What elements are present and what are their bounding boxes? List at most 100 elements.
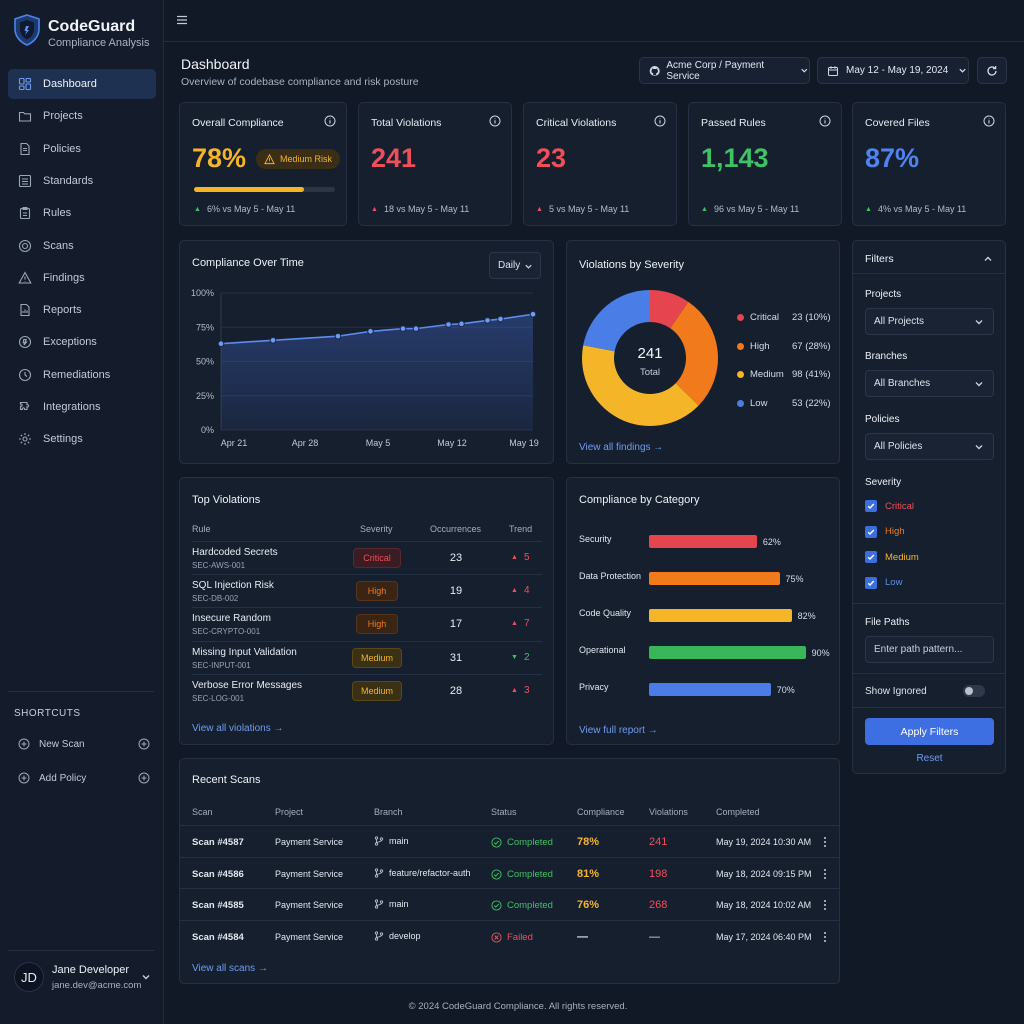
chevron-up-icon[interactable] — [983, 254, 993, 264]
info-icon[interactable] — [654, 115, 666, 127]
rule-name[interactable]: Missing Input Validation — [192, 646, 297, 658]
projects-select[interactable]: All Projects — [865, 308, 994, 335]
add-icon[interactable] — [138, 772, 150, 784]
shortcut-new-scan[interactable]: New Scan — [18, 734, 150, 754]
menu-icon[interactable] — [176, 14, 188, 26]
more-options-icon[interactable] — [823, 836, 827, 848]
history-icon — [18, 368, 32, 381]
info-icon[interactable] — [819, 115, 831, 127]
data-point[interactable] — [412, 325, 420, 332]
data-point[interactable] — [484, 317, 491, 324]
divider — [853, 273, 1006, 274]
category-bar[interactable] — [649, 646, 806, 659]
sidebar-item-settings[interactable]: Settings — [8, 424, 156, 454]
category-label: Data Protection — [579, 571, 642, 581]
sidebar-item-integrations[interactable]: Integrations — [8, 392, 156, 422]
checkbox[interactable] — [865, 500, 877, 512]
chevron-down-icon[interactable] — [141, 972, 151, 982]
donut-slice-low[interactable] — [583, 290, 650, 352]
info-icon[interactable] — [324, 115, 336, 127]
category-value: 90% — [811, 648, 830, 658]
path-pattern-input[interactable]: Enter path pattern... — [865, 636, 994, 663]
data-point[interactable] — [334, 332, 342, 340]
kpi-value: 241 — [371, 143, 417, 173]
rule-name[interactable]: SQL Injection Risk — [192, 580, 274, 592]
kpi-card-covered-files: Covered Files 87% ▲ 4% vs May 5 - May 11 — [852, 102, 1006, 226]
view-all-violations-link[interactable]: View all violations → — [192, 723, 284, 734]
shield-icon — [18, 336, 32, 349]
sidebar-item-standards[interactable]: Standards — [8, 166, 156, 196]
data-point[interactable] — [399, 325, 407, 332]
category-bar[interactable] — [649, 572, 780, 585]
branch-name: develop — [389, 930, 421, 941]
info-icon[interactable] — [489, 115, 501, 127]
sidebar-item-policies[interactable]: Policies — [8, 134, 156, 164]
severity-checkbox-low[interactable]: Low — [865, 576, 902, 589]
rule-id: SEC-CRYPTO-001 — [192, 627, 261, 637]
info-icon[interactable] — [983, 115, 995, 127]
scan-compliance: — — [577, 930, 588, 943]
checkbox[interactable] — [865, 525, 877, 538]
sidebar-item-projects[interactable]: Projects — [8, 101, 156, 131]
severity-checkbox-critical[interactable]: Critical — [865, 500, 914, 512]
donut-slice-high[interactable] — [670, 301, 718, 406]
checkbox[interactable] — [865, 576, 877, 589]
trend: ▲ 3 — [511, 685, 530, 696]
user-name: Jane Developer — [52, 964, 130, 976]
donut-slice-medium[interactable] — [582, 345, 699, 426]
data-point[interactable] — [445, 321, 452, 328]
repo-selector[interactable]: Acme Corp / Payment Service — [639, 57, 810, 84]
report-icon — [20, 304, 30, 317]
data-point[interactable] — [529, 310, 537, 318]
reset-button[interactable]: Reset — [916, 753, 943, 764]
refresh-button[interactable] — [977, 57, 1007, 84]
sidebar-item-scans[interactable]: Scans — [8, 231, 156, 261]
avatar[interactable]: JD — [14, 962, 44, 992]
rule-name[interactable]: Hardcoded Secrets — [192, 547, 278, 558]
chevron-down-icon — [801, 68, 808, 73]
view-all-scans-link[interactable]: View all scans → — [192, 963, 268, 974]
data-point[interactable] — [458, 320, 465, 328]
check-circle-icon — [491, 837, 502, 848]
apply-filters-button[interactable]: Apply Filters — [865, 718, 994, 745]
sidebar-item-exceptions[interactable]: Exceptions — [8, 327, 156, 357]
view-full-report-link[interactable]: View full report → — [579, 725, 658, 736]
sidebar-item-rules[interactable]: Rules — [8, 198, 156, 228]
severity-checkbox-high[interactable]: High — [865, 525, 905, 538]
sidebar-item-dashboard[interactable]: Dashboard — [8, 69, 156, 99]
shortcut-add-policy[interactable]: Add Policy — [18, 768, 150, 788]
row-divider — [180, 888, 839, 889]
view-all-findings-link[interactable]: View all findings → — [579, 442, 664, 453]
calendar-icon — [828, 65, 838, 76]
more-options-icon[interactable] — [823, 868, 827, 880]
data-point[interactable] — [367, 328, 374, 335]
show-ignored-toggle[interactable] — [963, 685, 985, 697]
more-options-icon[interactable] — [823, 899, 827, 911]
legend-label: High — [750, 340, 770, 352]
scan-id[interactable]: Scan #4586 — [192, 868, 244, 880]
category-bar[interactable] — [649, 609, 792, 622]
scan-id[interactable]: Scan #4587 — [192, 837, 244, 848]
rule-name[interactable]: Insecure Random — [192, 613, 271, 625]
rule-name[interactable]: Verbose Error Messages — [192, 679, 303, 691]
donut-slice-critical[interactable] — [650, 290, 689, 329]
category-bar[interactable] — [649, 535, 757, 548]
sidebar-item-reports[interactable]: Reports — [8, 295, 156, 325]
branches-select[interactable]: All Branches — [865, 370, 994, 397]
data-point[interactable] — [217, 340, 225, 347]
sidebar-item-findings[interactable]: Findings — [8, 263, 156, 293]
date-range-picker[interactable]: May 12 - May 19, 2024 — [817, 57, 969, 84]
more-options-icon[interactable] — [823, 931, 827, 943]
add-icon[interactable] — [138, 738, 150, 750]
checkbox[interactable] — [865, 551, 877, 563]
granularity-select[interactable]: Daily — [489, 252, 541, 279]
data-point[interactable] — [497, 315, 504, 323]
policies-select[interactable]: All Policies — [865, 433, 994, 460]
severity-checkbox-medium[interactable]: Medium — [865, 551, 919, 563]
scan-id[interactable]: Scan #4584 — [192, 931, 244, 943]
sidebar-item-remediations[interactable]: Remediations — [8, 360, 156, 390]
category-bar[interactable] — [649, 683, 771, 696]
data-point[interactable] — [269, 336, 277, 344]
scan-id[interactable]: Scan #4585 — [192, 900, 244, 911]
row-divider — [180, 825, 839, 826]
